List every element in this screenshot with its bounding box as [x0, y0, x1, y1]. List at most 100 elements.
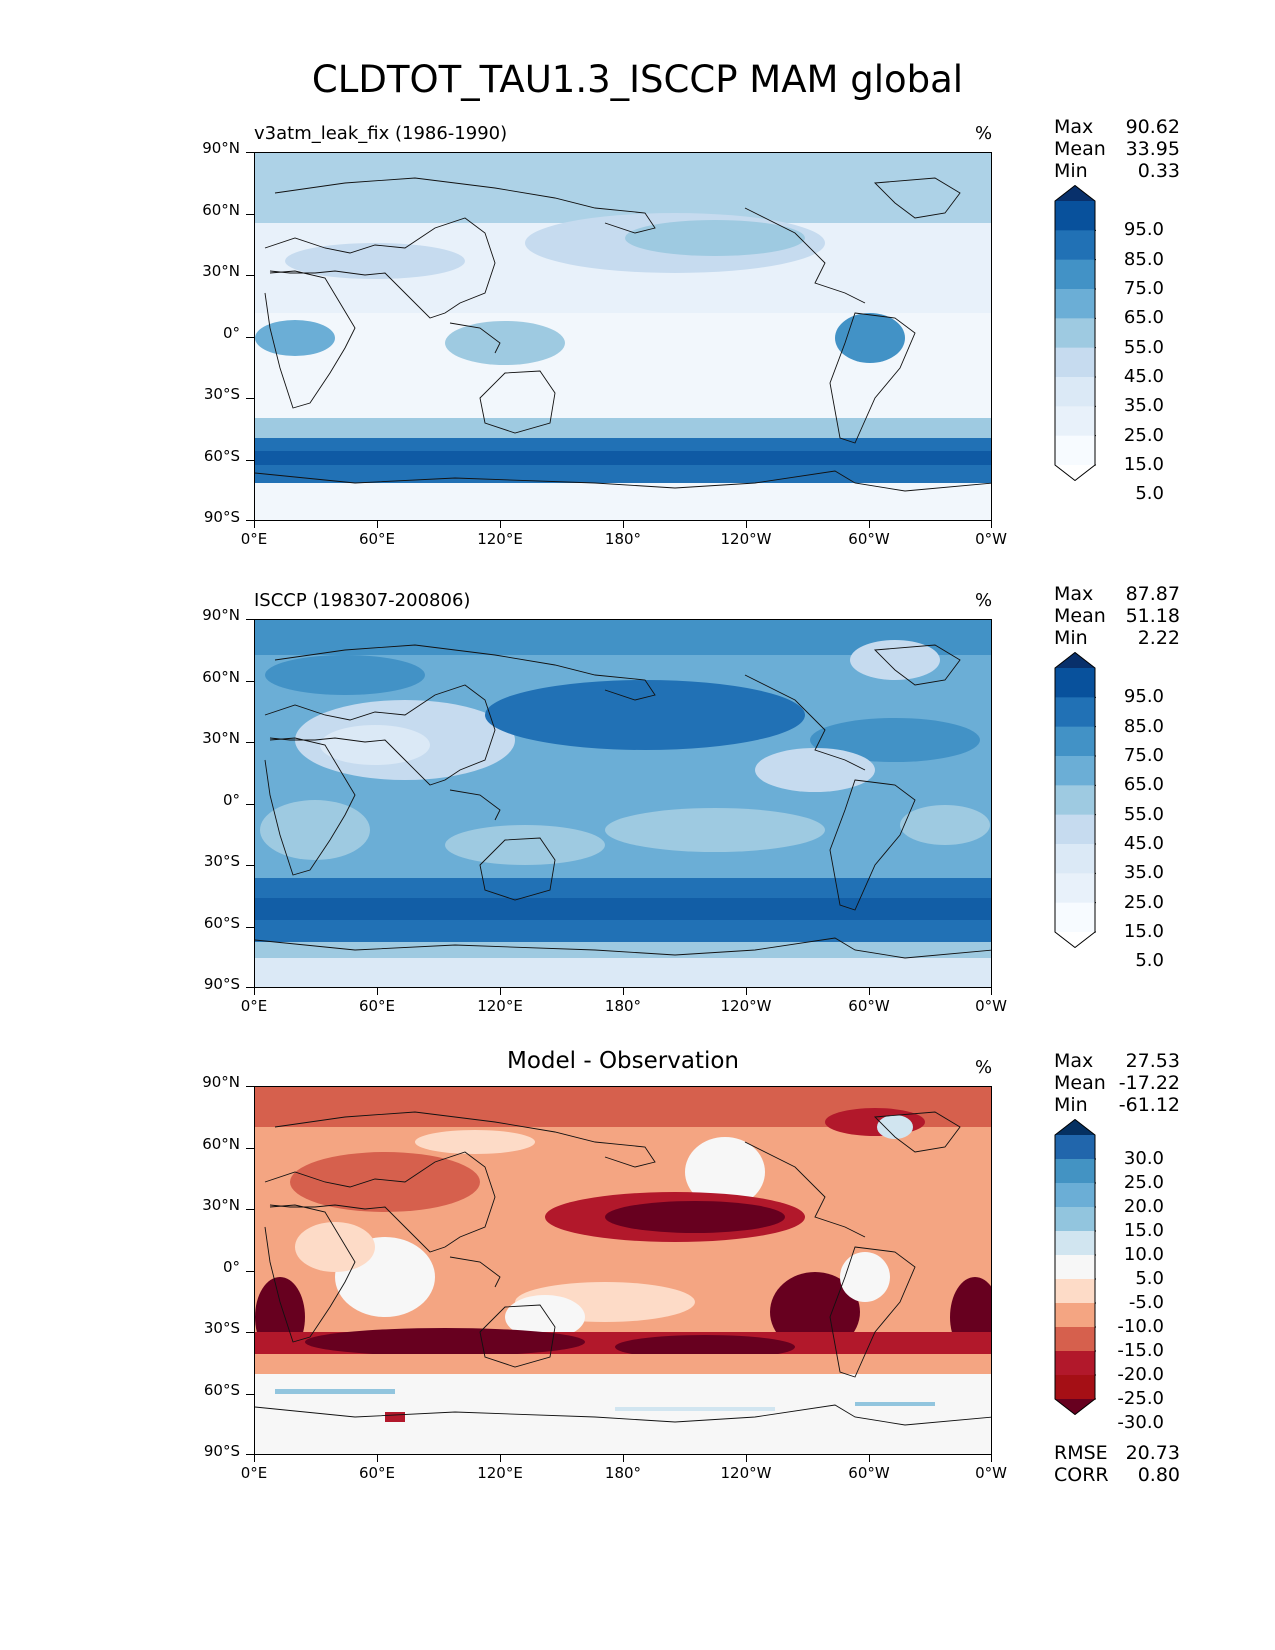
metric-label: CORR	[1054, 1464, 1109, 1486]
stats-box: Max 90.62 Mean 33.95 Min 0.33	[1054, 116, 1180, 182]
y-tick	[246, 520, 254, 521]
x-tick-label: 180°	[604, 997, 642, 1015]
colorbar-label: 85.0	[1123, 715, 1164, 737]
map-plot	[254, 152, 992, 521]
colorbar-label: 75.0	[1123, 745, 1164, 766]
colorbar-segment	[1055, 347, 1095, 378]
x-tick	[746, 988, 747, 995]
colorbar-segment	[1055, 259, 1095, 290]
x-tick	[500, 521, 501, 528]
figure-title: CLDTOT_TAU1.3_ISCCP MAM global	[311, 58, 964, 101]
y-tick-label: 0°	[222, 1258, 240, 1276]
x-tick	[500, 1455, 501, 1462]
y-tick-label: 90°S	[203, 975, 240, 993]
y-tick-label: 90°S	[203, 508, 240, 526]
colorbar-segment	[1055, 1375, 1095, 1400]
colorbar-label: -20.0	[1117, 1364, 1164, 1385]
x-tick-label: 0°E	[240, 997, 268, 1015]
colorbar-graphic	[1054, 652, 1096, 948]
panel-title: Model - Observation	[506, 1048, 740, 1074]
colorbar-label: 65.0	[1123, 774, 1164, 796]
colorbar-label: 65.0	[1123, 307, 1164, 329]
x-tick	[869, 988, 870, 995]
colorbar-label: 15.0	[1123, 454, 1164, 475]
panel-unit: %	[975, 590, 993, 611]
colorbar-segment	[1055, 873, 1095, 904]
colorbar-label: 95.0	[1123, 219, 1164, 241]
y-tick-label: 30°S	[203, 852, 240, 870]
colorbar-segment	[1055, 668, 1095, 698]
colorbar-extend-top	[1055, 1119, 1095, 1135]
y-tick	[246, 804, 254, 805]
colorbar-label: 85.0	[1123, 248, 1164, 270]
y-tick	[246, 1209, 254, 1210]
colorbar-label: 25.0	[1123, 891, 1164, 913]
x-tick-label: 120°E	[477, 997, 523, 1015]
colorbar-label: 10.0	[1123, 1244, 1164, 1265]
x-tick-label: 120°E	[477, 1464, 523, 1482]
y-tick-label: 60°N	[202, 668, 240, 686]
colorbar-label: 30.0	[1123, 1148, 1164, 1169]
colorbar: 30.0 25.0 20.0 15.0 10.0 5.0 -5.0 -10.0 -15.0 -20…	[1054, 1119, 1164, 1433]
x-tick-label: 0°E	[240, 1464, 268, 1482]
colorbar-segment	[1055, 1279, 1095, 1304]
stat-label: Mean	[1054, 138, 1106, 160]
colorbar-label: 5.0	[1135, 950, 1164, 972]
x-tick-label: 120°E	[477, 530, 523, 548]
x-tick	[500, 988, 501, 995]
x-tick	[746, 1455, 747, 1462]
colorbar-graphic	[1054, 1119, 1096, 1415]
y-tick	[246, 398, 254, 399]
colorbar-label: -10.0	[1117, 1316, 1164, 1337]
colorbar-segment	[1055, 785, 1095, 816]
colorbar-segment	[1055, 844, 1095, 874]
x-tick-label: 60°W	[848, 1464, 890, 1482]
x-tick-label: 120°W	[720, 1464, 772, 1482]
stat-max: 27.53	[1125, 1050, 1180, 1072]
x-tick-label: 60°E	[358, 997, 396, 1015]
x-tick-label: 120°W	[720, 530, 772, 548]
y-tick	[246, 1271, 254, 1272]
y-tick-label: 60°N	[202, 201, 240, 219]
stat-max: 90.62	[1125, 116, 1180, 138]
metric-label: RMSE	[1054, 1442, 1108, 1464]
y-tick-label: 60°S	[203, 1381, 240, 1399]
colorbar-label: 35.0	[1123, 395, 1164, 417]
colorbar-label: -15.0	[1117, 1340, 1164, 1361]
metric-rmse: 20.73	[1125, 1442, 1180, 1464]
y-tick-label: 90°N	[202, 606, 240, 624]
colorbar-segment	[1055, 902, 1095, 933]
x-tick-label: 120°W	[720, 997, 772, 1015]
colorbar-segment	[1055, 697, 1095, 728]
panel-unit: %	[975, 1057, 993, 1078]
x-tick	[377, 521, 378, 528]
colorbar-segment	[1055, 1255, 1095, 1280]
map-plot	[254, 1086, 992, 1455]
stat-label: Max	[1054, 583, 1094, 605]
x-tick	[991, 988, 992, 995]
coastlines	[255, 644, 991, 959]
stat-label: Mean	[1054, 605, 1106, 627]
x-tick	[623, 988, 624, 995]
colorbar-label: 20.0	[1123, 1196, 1164, 1217]
colorbar-segment	[1055, 435, 1095, 466]
error-metrics: RMSE 20.73 CORR 0.80	[1054, 1442, 1180, 1486]
x-tick-label: 60°W	[848, 997, 890, 1015]
y-tick-label: 90°N	[202, 139, 240, 157]
x-tick	[869, 521, 870, 528]
y-tick-label: 30°N	[202, 1196, 240, 1214]
coastlines	[255, 177, 991, 492]
y-tick	[246, 1148, 254, 1149]
colorbar-label: 15.0	[1123, 921, 1164, 942]
y-tick	[246, 927, 254, 928]
colorbar-label: 25.0	[1123, 1172, 1164, 1193]
x-tick-label: 0°W	[975, 997, 1007, 1015]
x-tick	[254, 988, 255, 995]
y-tick	[246, 337, 254, 338]
colorbar-label: 95.0	[1123, 686, 1164, 708]
colorbar-label: 45.0	[1123, 833, 1164, 854]
y-tick	[246, 214, 254, 215]
x-tick	[991, 1455, 992, 1462]
x-tick	[254, 1455, 255, 1462]
y-tick	[246, 987, 254, 988]
